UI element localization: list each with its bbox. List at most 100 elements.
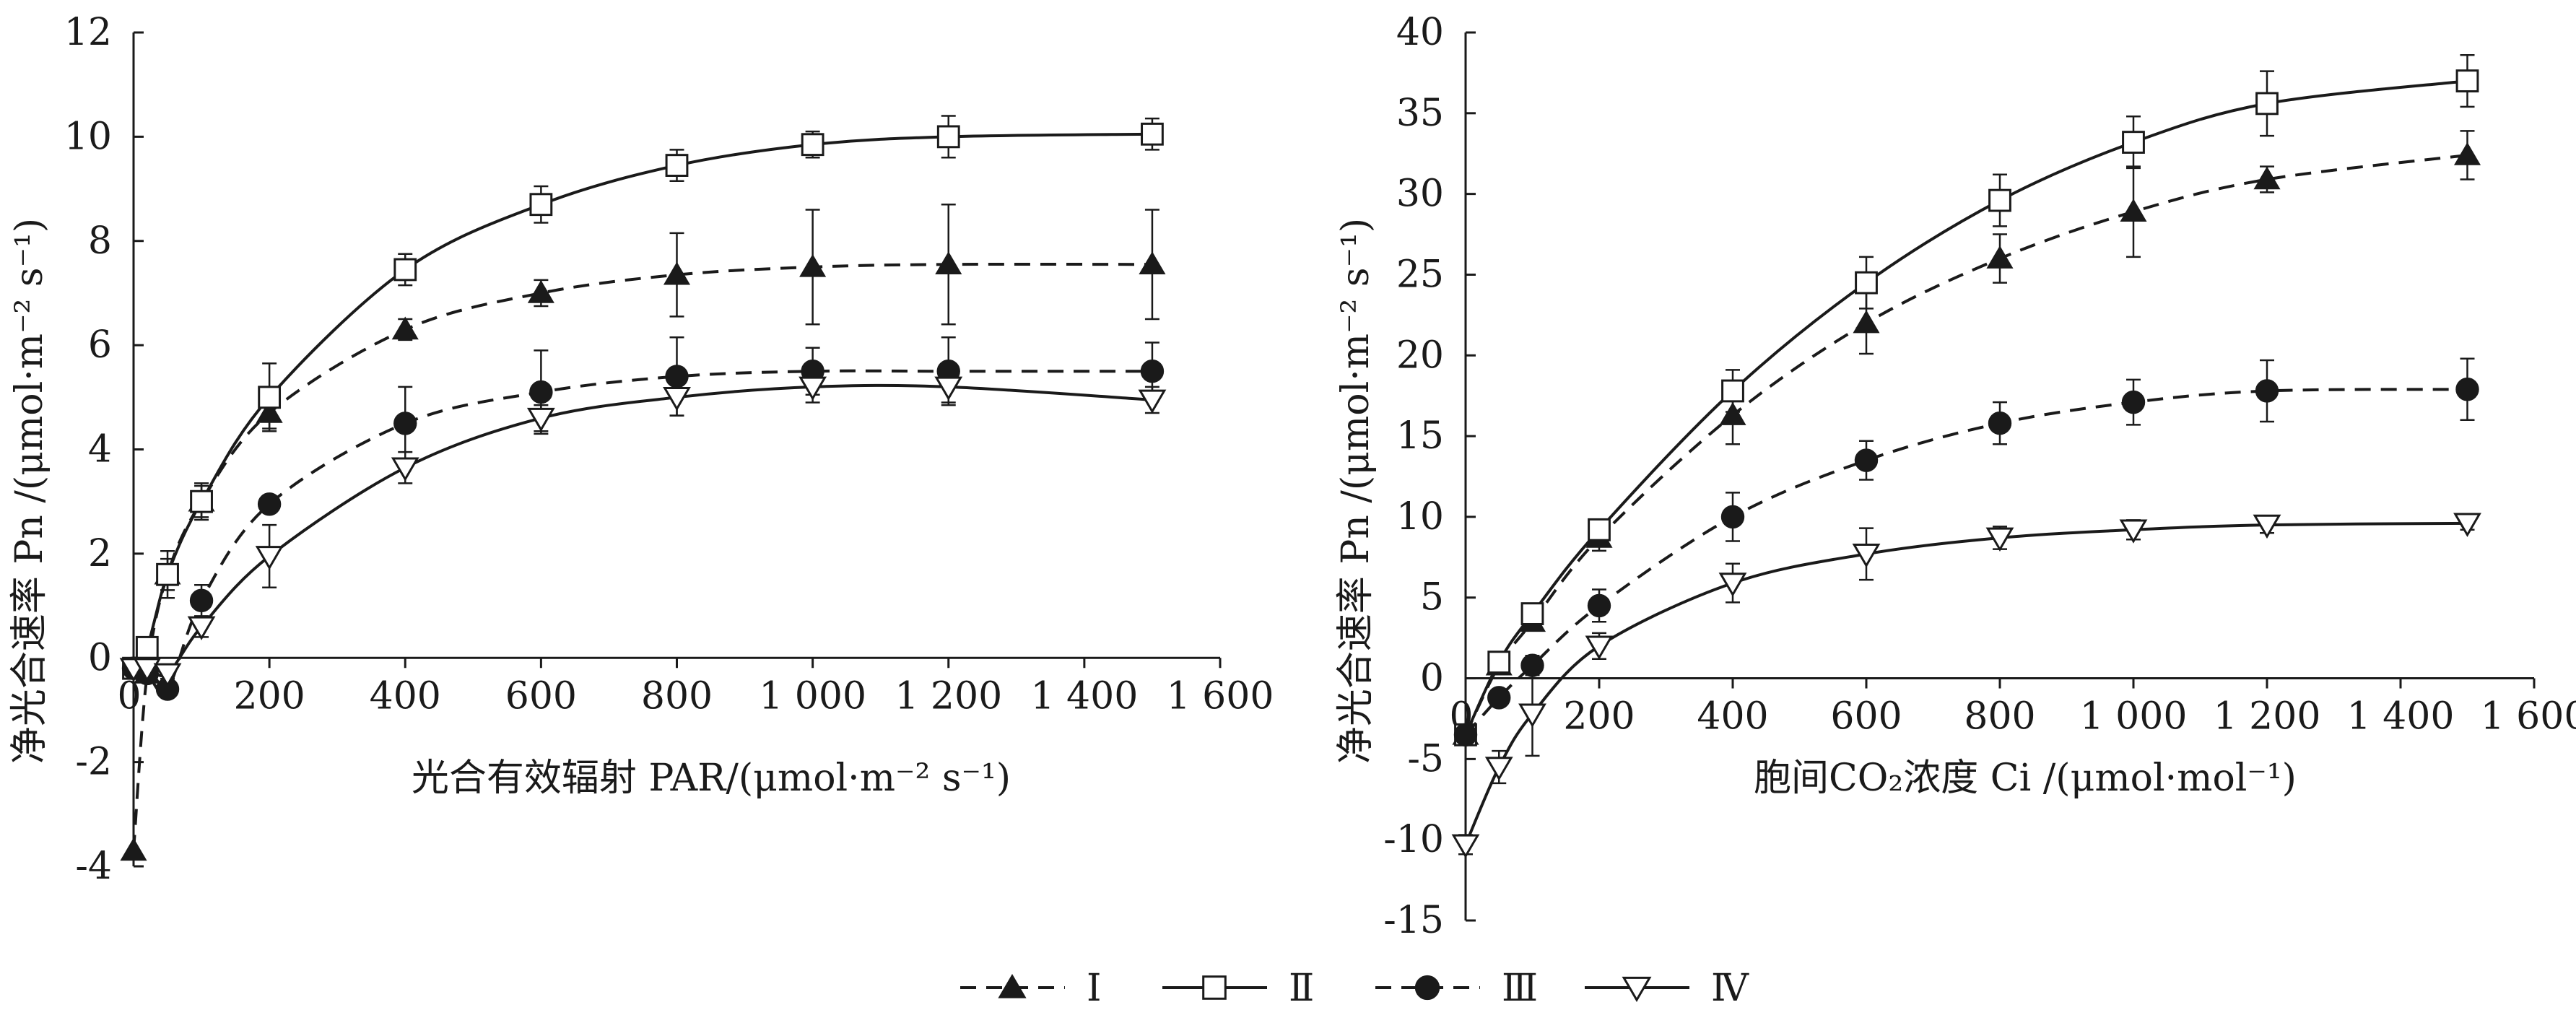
x-tick-label: 1 600 — [1167, 674, 1274, 718]
data-point — [529, 193, 553, 217]
y-tick-label: 0 — [88, 636, 112, 679]
data-point — [391, 316, 419, 340]
data-point — [801, 133, 824, 157]
data-point — [2255, 92, 2279, 116]
series-3 — [1453, 357, 2479, 747]
data-point — [1518, 703, 1546, 728]
x-tick-label: 200 — [1563, 695, 1635, 739]
y-tick-label: 40 — [1396, 11, 1444, 54]
data-point — [1853, 310, 1880, 334]
y-tick-label: 20 — [1396, 334, 1444, 377]
data-point — [391, 457, 419, 482]
y-tick-label: 4 — [88, 428, 112, 471]
y-tick-label: 10 — [64, 115, 112, 158]
data-point — [1484, 757, 1513, 781]
x-tick-label: 1 400 — [1030, 674, 1138, 718]
y-tick-label: 2 — [88, 532, 112, 575]
data-point — [1855, 271, 1878, 295]
y-tick-label: 15 — [1396, 414, 1444, 458]
data-point — [2253, 514, 2281, 539]
data-point — [257, 492, 282, 516]
x-tick-label: 400 — [1697, 695, 1768, 739]
legend-label: Ⅲ — [1502, 967, 1538, 1010]
right-y-axis-title: 净光合速率 Pn /(μmol·m⁻² s⁻¹) — [1334, 218, 1378, 764]
legend-label: Ⅱ — [1289, 967, 1314, 1010]
y-tick-label: 0 — [1420, 657, 1444, 700]
data-point — [1985, 527, 2014, 552]
x-tick-label: 1 600 — [2481, 695, 2576, 739]
legend-marker — [1202, 975, 1227, 1000]
legend-marker — [1622, 976, 1652, 1002]
y-tick-label: 12 — [64, 11, 112, 54]
data-point — [1988, 188, 2011, 212]
data-point — [2121, 390, 2146, 414]
x-tick-label: 1 200 — [2214, 695, 2321, 739]
data-point — [187, 616, 216, 640]
data-point — [1988, 412, 2012, 435]
data-point — [1721, 379, 1744, 403]
data-point — [393, 412, 417, 435]
series-line — [133, 383, 1153, 677]
data-point — [2455, 69, 2479, 92]
series-2 — [122, 115, 1164, 680]
y-tick-label: 10 — [1396, 495, 1444, 539]
data-point — [133, 658, 162, 682]
y-tick-label: 8 — [88, 219, 112, 263]
y-tick-label: 35 — [1396, 92, 1444, 135]
x-tick-label: 1 200 — [895, 674, 1002, 718]
right-x-axis-title: 胞间CO₂浓度 Ci /(μmol·mol⁻¹) — [1754, 757, 2297, 800]
data-point — [1520, 602, 1544, 625]
data-point — [2453, 513, 2481, 537]
data-point — [935, 251, 962, 275]
series-line — [132, 132, 1152, 669]
data-point — [529, 380, 553, 404]
data-point — [1720, 505, 1745, 529]
legend-marker — [1414, 975, 1440, 1001]
data-point — [799, 253, 827, 277]
data-point — [526, 407, 555, 432]
data-point — [156, 562, 179, 586]
x-tick-label: 1 000 — [2080, 695, 2188, 739]
series-4 — [119, 370, 1167, 687]
y-tick-label: -10 — [1383, 818, 1444, 861]
data-point — [665, 154, 689, 177]
data-point — [1138, 389, 1167, 414]
x-tick-label: 400 — [370, 674, 441, 718]
x-tick-label: 800 — [1964, 695, 2035, 739]
legend-label: Ⅰ — [1087, 967, 1102, 1010]
data-point — [1451, 834, 1480, 858]
left-y-axis-title: 净光合速率 Pn /(μmol·m⁻² s⁻¹) — [8, 218, 51, 764]
data-point — [2122, 131, 2145, 154]
data-point — [936, 125, 960, 149]
data-point — [1854, 448, 1879, 472]
data-point — [189, 588, 214, 613]
data-point — [2453, 142, 2481, 165]
x-tick-label: 600 — [505, 674, 577, 718]
y-tick-label: -5 — [1407, 737, 1444, 780]
y-tick-label: 5 — [1420, 576, 1444, 619]
y-tick-label: -15 — [1383, 899, 1444, 942]
data-point — [1587, 593, 1611, 618]
data-point — [1487, 650, 1511, 674]
x-tick-label: 1 400 — [2347, 695, 2455, 739]
legend: Ⅰ Ⅱ Ⅲ Ⅳ — [960, 967, 1749, 1010]
data-point — [1453, 723, 1478, 747]
x-tick-label: 800 — [641, 674, 713, 718]
data-point — [2119, 519, 2148, 544]
data-point — [799, 376, 827, 401]
data-point — [1141, 122, 1164, 146]
y-tick-label: 30 — [1396, 173, 1444, 216]
data-point — [120, 837, 147, 861]
y-tick-label: -4 — [75, 845, 112, 888]
data-point — [1487, 686, 1511, 710]
x-tick-label: 1 000 — [759, 674, 866, 718]
data-point — [2455, 378, 2479, 401]
data-point — [393, 258, 417, 282]
data-point — [1852, 544, 1881, 568]
data-point — [663, 387, 691, 412]
y-tick-label: -2 — [75, 741, 112, 784]
data-point — [2120, 199, 2147, 222]
data-point — [934, 376, 963, 401]
data-point — [153, 663, 182, 687]
